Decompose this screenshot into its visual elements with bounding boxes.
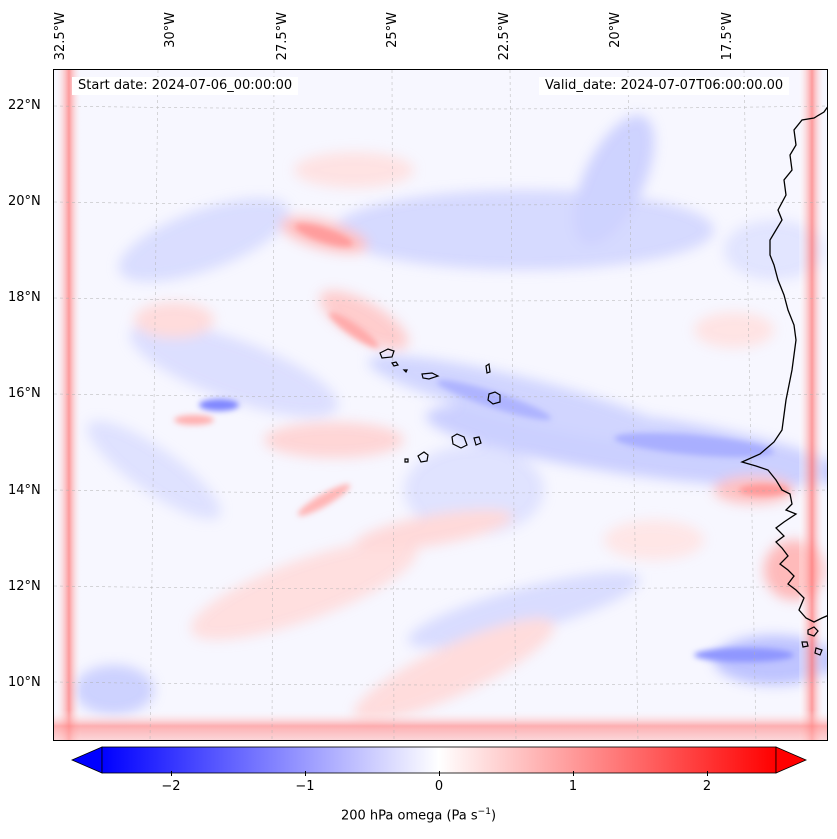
boundary-zone-left xyxy=(56,70,82,740)
lat-label: 14°N xyxy=(8,483,41,498)
lon-label: 32.5°W xyxy=(53,12,68,61)
colorbar-tick-label: −1 xyxy=(295,779,315,794)
lon-label: 22.5°W xyxy=(497,12,512,61)
colorbar-tick-label: −2 xyxy=(161,779,181,794)
lon-label: 25°W xyxy=(385,12,400,48)
colorbar-bar xyxy=(101,746,777,774)
lat-label: 22°N xyxy=(8,98,41,113)
colorbar-extend-min xyxy=(70,746,103,774)
coastline xyxy=(740,106,827,623)
lon-label: 27.5°W xyxy=(275,12,290,61)
lat-label: 18°N xyxy=(8,290,41,305)
colorbar-label-exponent: −1 xyxy=(477,807,491,817)
colorbar-tick xyxy=(305,771,306,776)
omega-map[interactable] xyxy=(53,69,828,741)
colorbar-tick-label: 0 xyxy=(434,779,444,794)
lat-label: 20°N xyxy=(8,194,41,209)
lat-label: 12°N xyxy=(8,579,41,594)
coastline-islets xyxy=(801,626,823,656)
lon-label: 20°W xyxy=(608,12,623,48)
valid-date-label: Valid_date: 2024-07-07T06:00:00.00 xyxy=(539,77,790,95)
colorbar-tick xyxy=(439,771,440,776)
colorbar-tick xyxy=(171,771,172,776)
colorbar-label-end: ) xyxy=(490,808,497,824)
omega-patches-soft xyxy=(74,115,827,722)
colorbar-tick-label: 1 xyxy=(568,779,578,794)
lat-label: 10°N xyxy=(8,675,41,690)
colorbar-label-text: 200 hPa omega (Pa s xyxy=(340,808,478,824)
omega-field xyxy=(54,70,827,740)
colorbar-label: 200 hPa omega (Pa s−1) xyxy=(0,807,837,823)
lon-label: 17.5°W xyxy=(720,12,735,61)
gridlines xyxy=(54,70,827,740)
lat-label: 16°N xyxy=(8,386,41,401)
start-date-label: Start date: 2024-07-06_00:00:00 xyxy=(72,77,299,95)
colorbar-tick-label: 2 xyxy=(702,779,712,794)
boundary-zone-bottom xyxy=(54,710,827,740)
boundary-zone-right xyxy=(799,70,825,740)
lon-label: 30°W xyxy=(163,12,178,48)
colorbar-extend-max xyxy=(775,746,808,774)
colorbar xyxy=(70,746,808,774)
cape-verde-islands xyxy=(379,348,501,463)
omega-patches-sharp xyxy=(174,223,794,662)
colorbar-tick xyxy=(573,771,574,776)
colorbar-tick xyxy=(707,771,708,776)
